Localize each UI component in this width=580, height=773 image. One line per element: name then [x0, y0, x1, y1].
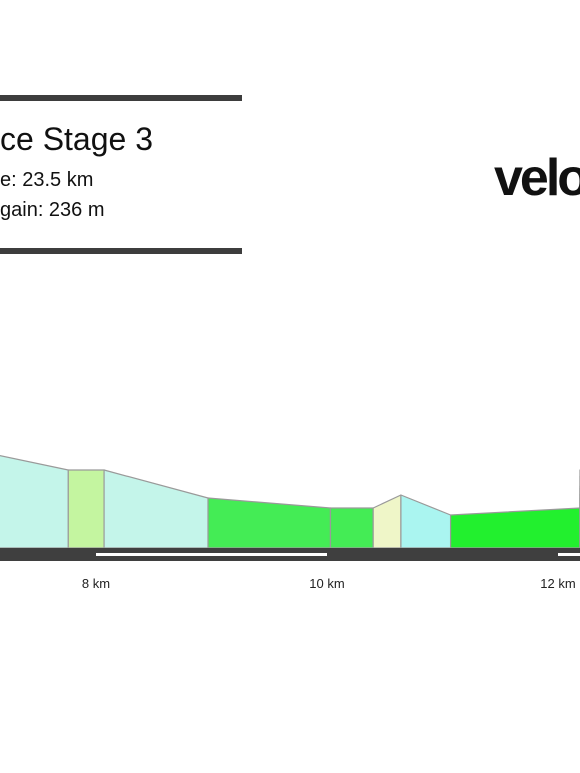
brand-logo: velo	[494, 149, 580, 207]
x-tick-label: 12 km	[540, 576, 575, 591]
distance-stripe-2	[558, 553, 580, 556]
profile-segment-9	[449, 507, 580, 549]
profile-segment-7	[372, 494, 402, 549]
profile-segment-2	[0, 455, 69, 549]
x-tick-label: 8 km	[82, 576, 110, 591]
profile-segment-4	[103, 469, 209, 549]
profile-segment-6	[329, 507, 374, 549]
profile-segment-8	[400, 494, 452, 549]
profile-segment-3	[67, 469, 105, 549]
distance-stripe-1	[96, 553, 327, 556]
profile-segment-5	[207, 497, 332, 549]
x-tick-label: 10 km	[309, 576, 344, 591]
